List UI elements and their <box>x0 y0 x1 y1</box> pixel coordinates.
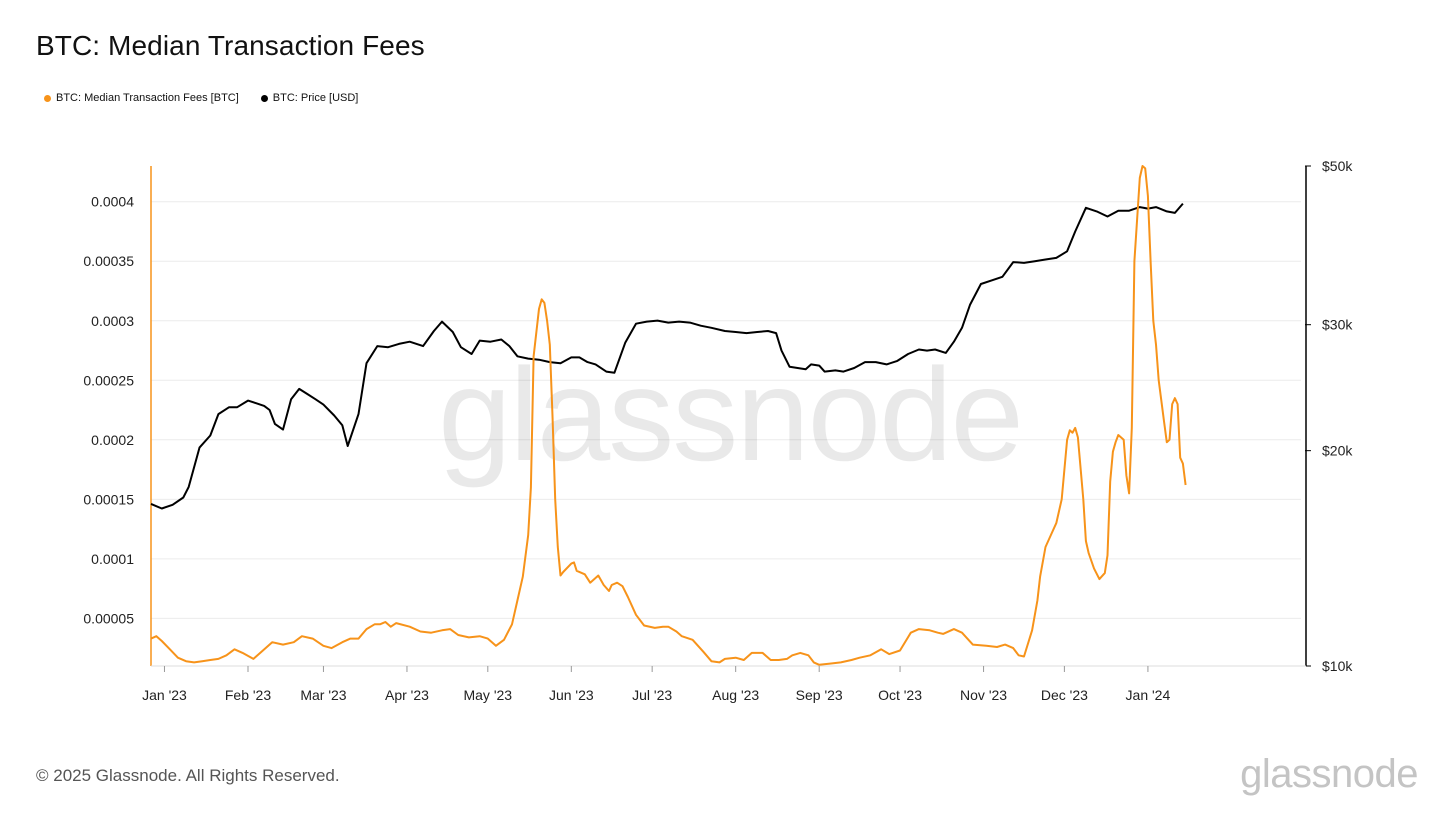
legend-marker-price <box>260 94 268 102</box>
x-tick-label: Aug '23 <box>712 687 759 703</box>
legend-label-price: BTC: Price [USD] <box>272 92 359 104</box>
x-tick-label: Sep '23 <box>796 687 843 703</box>
x-tick-label: Jan '23 <box>142 687 187 703</box>
brand-logo: glassnode <box>1240 752 1418 796</box>
legend-item-fees[interactable]: BTC: Median Transaction Fees [BTC] <box>44 92 239 104</box>
legend: BTC: Median Transaction Fees [BTC] BTC: … <box>44 92 358 104</box>
left-tick-label: 0.00035 <box>83 253 134 269</box>
x-tick-label: Feb '23 <box>225 687 271 703</box>
left-tick-label: 0.00025 <box>83 372 134 388</box>
left-tick-label: 0.00015 <box>83 491 134 507</box>
legend-marker-fees <box>44 94 51 102</box>
series-line-fees <box>150 165 1187 666</box>
left-tick-label: 0.0001 <box>91 551 134 567</box>
x-tick-label: Jan '24 <box>1126 687 1171 703</box>
x-tick-label: Jun '23 <box>549 687 594 703</box>
right-tick-label: $20k <box>1322 443 1353 459</box>
left-tick-label: 0.00005 <box>83 610 134 626</box>
x-tick-label: Mar '23 <box>300 687 346 703</box>
x-tick-label: May '23 <box>463 687 512 703</box>
left-tick-label: 0.0004 <box>91 194 134 210</box>
watermark-text: glassnode <box>438 341 1022 488</box>
chart-title: BTC: Median Transaction Fees <box>36 30 425 61</box>
series-line-price <box>150 202 1184 510</box>
x-axis: Jan '23 Feb '23 Mar '23 Apr '23 May '23 Jun '… <box>142 665 1306 703</box>
right-tick-label: $30k <box>1322 317 1353 333</box>
x-tick-label: Jul '23 <box>632 687 672 703</box>
left-tick-label: 0.0003 <box>91 313 134 329</box>
x-tick-label: Oct '23 <box>878 687 922 703</box>
x-tick-label: Dec '23 <box>1041 687 1088 703</box>
x-tick-label: Apr '23 <box>385 687 429 703</box>
left-tick-label: 0.0002 <box>91 432 134 448</box>
left-y-axis: 0.00005 0.0001 0.00015 0.0002 0.00025 0.0003 0… <box>83 166 152 666</box>
right-tick-label: $50k <box>1322 158 1353 174</box>
x-tick-label: Nov '23 <box>960 687 1007 703</box>
legend-item-price[interactable]: BTC: Price [USD] <box>260 92 359 104</box>
right-y-axis: $10k $20k $30k $50k <box>1305 158 1353 674</box>
right-tick-label: $10k <box>1322 658 1353 674</box>
legend-label-fees: BTC: Median Transaction Fees [BTC] <box>56 92 239 104</box>
copyright-footer: © 2025 Glassnode. All Rights Reserved. <box>36 766 340 785</box>
